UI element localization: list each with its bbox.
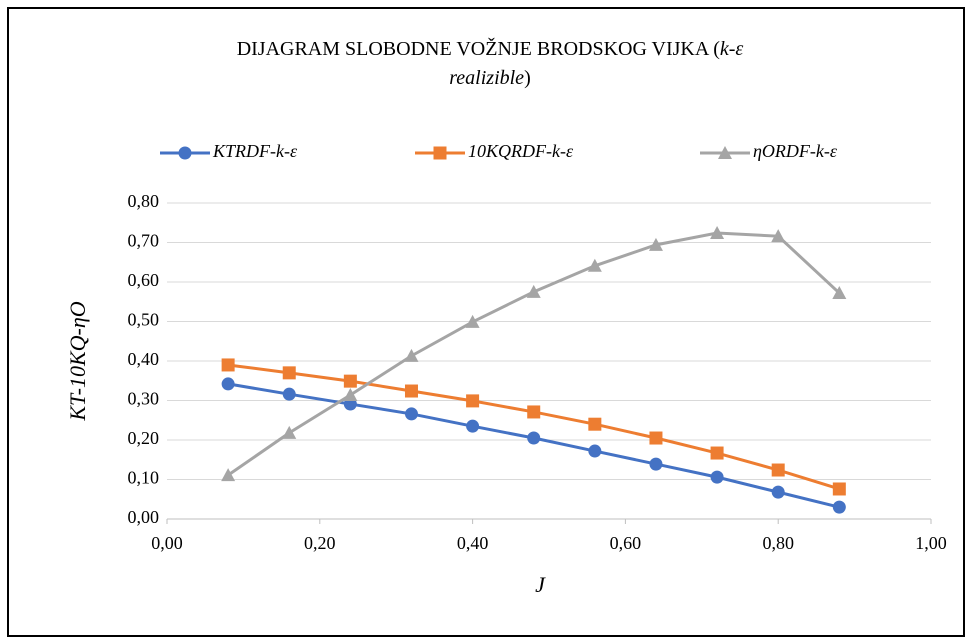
y-tick-label: 0,40 (128, 349, 160, 369)
chart-title: realizible) (449, 67, 530, 89)
marker (587, 258, 602, 272)
x-tick-label: 0,00 (151, 533, 183, 553)
y-tick-label: 0,10 (128, 468, 160, 488)
marker (832, 500, 846, 514)
legend-label: ηORDF-k-ε (753, 141, 838, 161)
marker (648, 237, 663, 251)
x-tick-label: 0,80 (762, 533, 794, 553)
x-tick-label: 0,20 (304, 533, 336, 553)
marker (404, 407, 418, 421)
marker (221, 468, 236, 482)
x-tick-label: 0,60 (610, 533, 642, 553)
marker (221, 377, 235, 391)
marker (832, 482, 846, 496)
marker (588, 417, 602, 431)
marker (832, 286, 847, 300)
marker (466, 394, 480, 408)
marker (221, 358, 235, 372)
marker (465, 314, 480, 328)
marker (343, 374, 357, 388)
marker (282, 425, 297, 439)
marker (771, 229, 786, 243)
marker (527, 405, 541, 419)
marker (404, 384, 418, 398)
x-tick-label: 1,00 (915, 533, 947, 553)
marker (710, 470, 724, 484)
marker (649, 457, 663, 471)
marker (343, 387, 358, 401)
chart-title: DIJAGRAM SLOBODNE VOŽNJE BRODSKOG VIJKA … (237, 37, 744, 60)
y-tick-label: 0,20 (128, 428, 160, 448)
marker (649, 431, 663, 445)
y-tick-label: 0,60 (128, 270, 160, 290)
y-tick-label: 0,00 (128, 507, 160, 527)
marker (771, 485, 785, 499)
marker (710, 446, 724, 460)
x-axis-label: J (535, 572, 546, 597)
marker (282, 366, 296, 380)
marker (710, 226, 725, 240)
legend-marker (718, 146, 732, 159)
legend-label: 10KQRDF-k-ε (468, 141, 574, 161)
marker (526, 284, 541, 298)
y-axis-label: KT-10KQ-ηO (65, 301, 90, 421)
marker (527, 431, 541, 445)
y-tick-label: 0,70 (128, 231, 160, 251)
y-tick-label: 0,30 (128, 389, 160, 409)
legend-label: KTRDF-k-ε (212, 141, 298, 161)
marker (771, 463, 785, 477)
legend-marker (433, 146, 447, 160)
marker (282, 387, 296, 401)
x-tick-label: 0,40 (457, 533, 489, 553)
marker (466, 419, 480, 433)
y-tick-label: 0,50 (128, 310, 160, 330)
y-tick-label: 0,80 (128, 191, 160, 211)
marker (404, 348, 419, 362)
legend-marker (178, 146, 192, 160)
marker (588, 444, 602, 458)
